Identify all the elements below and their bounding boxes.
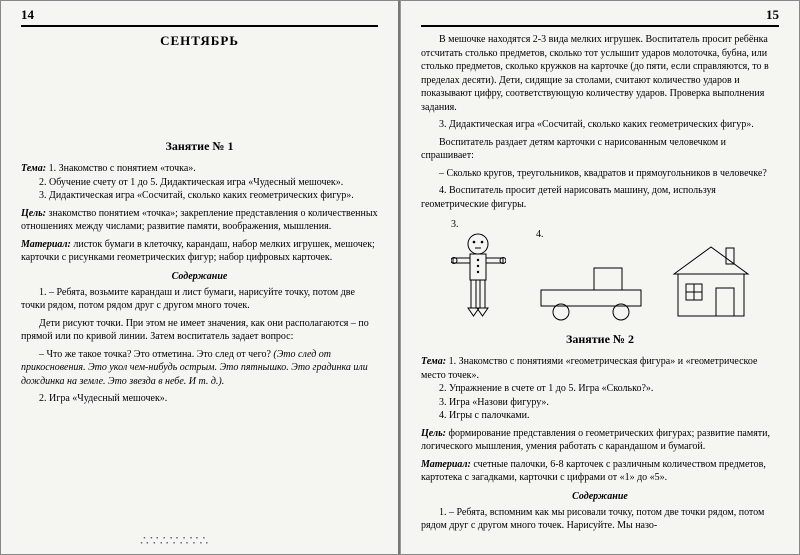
material-block: Материал: листок бумаги в клеточку, кара…: [21, 238, 378, 265]
tema2-2: 2. Упражнение в счете от 1 до 5. Игра «С…: [421, 382, 779, 396]
tema2-1: 1. Знакомство с понятиями «геометрическа…: [421, 356, 757, 381]
lesson-title-2: Занятие № 2: [421, 332, 779, 347]
material-block-2: Материал: счетные палочки, 6-8 карточек …: [421, 458, 779, 485]
content-heading-2: Содержание: [421, 491, 779, 502]
material-label: Материал:: [21, 239, 71, 250]
figures-row: 3. 4.: [451, 219, 779, 322]
lesson-title-1: Занятие № 1: [21, 139, 378, 154]
figure-3-label: 3.: [451, 219, 506, 230]
page-number-left: 14: [21, 7, 378, 27]
r-p2: 3. Дидактическая игра «Сосчитай, сколько…: [421, 118, 779, 132]
cel-text: знакомство понятием «точка»; закрепление…: [21, 208, 378, 233]
r-p1: В мешочке находятся 2-3 вида мелких игру…: [421, 33, 779, 114]
material-text-2: счетные палочки, 6-8 карточек с различны…: [421, 459, 766, 484]
tema-block: Тема: 1. Знакомство с понятием «точка». …: [21, 162, 378, 203]
r-p3: Воспитатель раздает детям карточки с нар…: [421, 136, 779, 163]
tema2-3: 3. Игра «Назови фигуру».: [421, 396, 779, 410]
material-text: листок бумаги в клеточку, карандаш, набо…: [21, 239, 375, 264]
month-heading: СЕНТЯБРЬ: [21, 33, 378, 49]
cel-block: Цель: знакомство понятием «точка»; закре…: [21, 207, 378, 234]
cel-label-2: Цель:: [421, 428, 446, 439]
content-p3: – Что же такое точка? Это отметина. Это …: [21, 348, 378, 389]
content-p2: Дети рисуют точки. При этом не имеет зна…: [21, 317, 378, 344]
cel-label: Цель:: [21, 208, 46, 219]
page-number-right: 15: [421, 7, 779, 27]
tema-block-2: Тема: 1. Знакомство с понятиями «геометр…: [421, 355, 779, 423]
content-heading: Содержание: [21, 271, 378, 282]
content2-p1: 1. – Ребята, вспомним как мы рисовали то…: [421, 506, 779, 533]
truck-icon: [536, 262, 646, 322]
figure-4-truck-house: 4.: [536, 229, 759, 322]
content-p5: 2. Игра «Чудесный мешочек».: [21, 392, 378, 406]
house-icon: [664, 242, 759, 322]
material-label-2: Материал:: [421, 459, 471, 470]
tema-2: 2. Обучение счету от 1 до 5. Дидактическ…: [21, 176, 378, 190]
figure-4-label: 4.: [536, 229, 759, 240]
r-p5: 4. Воспитатель просит детей нарисовать м…: [421, 184, 779, 211]
cel-text-2: формирование представления о геометричес…: [421, 428, 770, 453]
figure-3-person: 3.: [451, 219, 506, 322]
tema2-4: 4. Игры с палочками.: [421, 409, 779, 423]
content-p1: 1. – Ребята, возьмите карандаш и лист бу…: [21, 286, 378, 313]
tema-label: Тема:: [21, 163, 46, 174]
dotted-decoration: ∴∵∴∵∴∵∴: [140, 533, 209, 550]
tema-label-2: Тема:: [421, 356, 446, 367]
tema-3: 3. Дидактическая игра «Сосчитай, сколько…: [21, 189, 378, 203]
tema-1: 1. Знакомство с понятием «точка».: [49, 163, 196, 174]
r-p4: – Сколько кругов, треугольников, квадрат…: [421, 167, 779, 181]
page-left: 14 СЕНТЯБРЬ Занятие № 1 Тема: 1. Знакомс…: [0, 0, 400, 555]
person-icon: [451, 232, 506, 322]
cel-block-2: Цель: формирование представления о геоме…: [421, 427, 779, 454]
page-right: 15 В мешочке находятся 2-3 вида мелких и…: [400, 0, 800, 555]
